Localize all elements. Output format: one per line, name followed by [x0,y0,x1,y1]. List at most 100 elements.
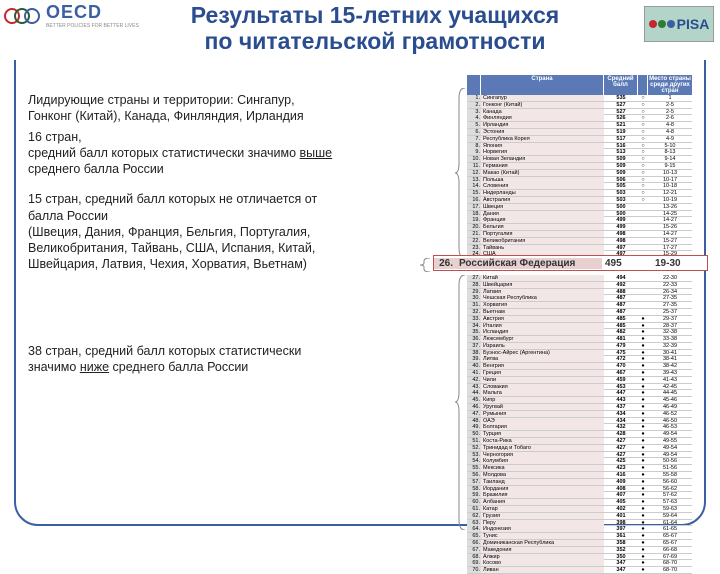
table-row: 37.Израиль479●32-39 [467,343,692,350]
table-row: 9.Норвегия513○8-13 [467,149,692,156]
table-row: 10.Новая Зеландия509○9-14 [467,156,692,163]
table-row: 18.Дания50014-25 [467,211,692,218]
hl-rank: 26. [434,258,456,269]
table-row: 2.Гонконг (Китай)527○2-5 [467,102,692,109]
table-row: 55.Мексика423●51-56 [467,465,692,472]
ranking-table: Страна Средний балл Место страны среди д… [467,75,692,574]
table-row: 61.Катар402●59-63 [467,506,692,513]
title-line2: по читательской грамотности [205,28,546,54]
table-row: 13.Польша506○10-17 [467,177,692,184]
table-row: 44.Мальта447●44-45 [467,390,692,397]
table-row: 22.Великобритания49815-27 [467,238,692,245]
table-row: 11.Германия509○9-15 [467,163,692,170]
pisa-logo: PISA [644,6,714,42]
oecd-logo: OECD BETTER POLICIES FOR BETTER LIVES [4,2,139,29]
table-row: 58.Иордания408●56-62 [467,486,692,493]
table-row: 14.Словения505○10-18 [467,183,692,190]
below-desc-b: среднего балла России [109,360,248,374]
table-row: 30.Чешская Республика48727-35 [467,295,692,302]
table-row: 21.Португалия49814-27 [467,231,692,238]
table-row: 35.Исландия482●32-38 [467,329,692,336]
table-row: 38.Буэнос-Айрес (Аргентина)475●30-41 [467,350,692,357]
table-row: 20.Бельгия49915-26 [467,224,692,231]
table-row: 7.Республика Корея517○4-9 [467,136,692,143]
title-line1: Результаты 15-летних учащихся [191,2,559,28]
table-row: 17.Швеция50013-26 [467,204,692,211]
table-row: 36.Люксембург481●33-38 [467,336,692,343]
table-row: 28.Швейцария49222-33 [467,282,692,289]
equal-count: 15 стран, средний балл которых не отлича… [28,191,338,224]
table-row: 40.Венгрия470●38-42 [467,363,692,370]
above-underline: выше [300,146,333,160]
table-row: 15.Нидерланды503○12-21 [467,190,692,197]
table-row: 42.Чили459●41-43 [467,377,692,384]
table-row: 4.Финляндия526○2-6 [467,115,692,122]
table-row: 33.Австрия485●29-37 [467,316,692,323]
above-count: 16 стран, [28,130,82,144]
table-row: 53.Черногория427●49-54 [467,452,692,459]
pisa-text: PISA [677,16,710,32]
table-row: 27.Китай49422-30 [467,275,692,282]
below-underline: ниже [80,360,109,374]
table-row: 5.Ирландия521○4-8 [467,122,692,129]
left-text-column: Лидирующие страны и территории: Сингапур… [28,92,338,389]
table-row: 49.Болгария432●46-53 [467,424,692,431]
table-row: 51.Коста-Рика427●49-55 [467,438,692,445]
table-row: 6.Эстония519○4-8 [467,129,692,136]
table-row: 59.Бразилия407●57-62 [467,492,692,499]
hl-country: Российская Федерация [456,258,602,269]
brace-equal-icon [420,258,432,272]
table-header: Страна Средний балл Место страны среди д… [467,75,692,95]
block-equal: 15 стран, средний балл которых не отлича… [28,191,338,272]
table-row: 16.Австралия503○10-19 [467,197,692,204]
page-title: Результаты 15-летних учащихся по читател… [120,2,630,55]
table-row: 68.Алжир350●67-69 [467,554,692,561]
equal-list: (Швеция, Дания, Франция, Бельгия, Португ… [28,224,338,273]
brace-below-icon [455,275,467,530]
table-row: 32.Вьетнам48725-37 [467,309,692,316]
table-row: 67.Македония352●66-68 [467,547,692,554]
table-row: 47.Румыния434●46-52 [467,411,692,418]
pisa-dots-icon [649,20,675,28]
hl-range: 19-30 [652,258,707,269]
table-row: 19.Франция49914-27 [467,217,692,224]
leading-countries: Лидирующие страны и территории: Сингапур… [28,92,338,125]
highlight-russia-row: 26. Российская Федерация 495 19-30 [433,255,708,271]
table-row: 23.Тайвань49717-27 [467,245,692,252]
table-row: 60.Албания405●57-63 [467,499,692,506]
table-row: 34.Италия485●28-37 [467,323,692,330]
col-country: Страна [481,75,604,95]
table-row: 1.Сингапур535○1 [467,95,692,102]
hl-score: 495 [602,258,652,269]
table-row: 66.Доминиканская Республика358●65-67 [467,540,692,547]
table-row: 48.ОАЭ434●46-50 [467,418,692,425]
table-row: 8.Япония516○5-10 [467,143,692,150]
table-row: 50.Турция428●49-54 [467,431,692,438]
col-score: Средний балл [604,75,638,95]
table-row: 46.Уругвай437●46-49 [467,404,692,411]
table-row: 64.Индонезия397●61-65 [467,526,692,533]
table-row: 56.Молдова416●55-58 [467,472,692,479]
table-row: 29.Латвия48826-34 [467,289,692,296]
table-row: 65.Тунис361●65-67 [467,533,692,540]
table-row: 69.Косово347●68-70 [467,560,692,567]
table-row: 12.Макао (Китай)509○10-13 [467,170,692,177]
above-desc-b: среднего балла России [28,162,164,176]
block-below: 38 стран, средний балл которых статистич… [28,343,338,376]
table-row: 41.Греция467●39-43 [467,370,692,377]
above-desc-a: средний балл которых статистически значи… [28,146,300,160]
brace-above-icon [455,88,467,258]
table-row: 43.Словакия453●42-45 [467,384,692,391]
block-above: Лидирующие страны и территории: Сингапур… [28,92,338,177]
table-row: 52.Тринидад и Тобаго427●49-54 [467,445,692,452]
table-row: 39.Литва472●38-41 [467,356,692,363]
table-row: 70.Ливан347●68-70 [467,567,692,574]
table-row: 45.Кипр443●45-46 [467,397,692,404]
table-row: 31.Хорватия48727-35 [467,302,692,309]
table-row: 57.Таиланд409●56-60 [467,479,692,486]
table-row: 3.Канада527○2-5 [467,109,692,116]
table-row: 63.Перу398●61-64 [467,520,692,527]
oecd-rings-icon [4,8,34,24]
table-row: 62.Грузия401●59-64 [467,513,692,520]
col-rank: Место страны среди других стран [648,75,692,95]
